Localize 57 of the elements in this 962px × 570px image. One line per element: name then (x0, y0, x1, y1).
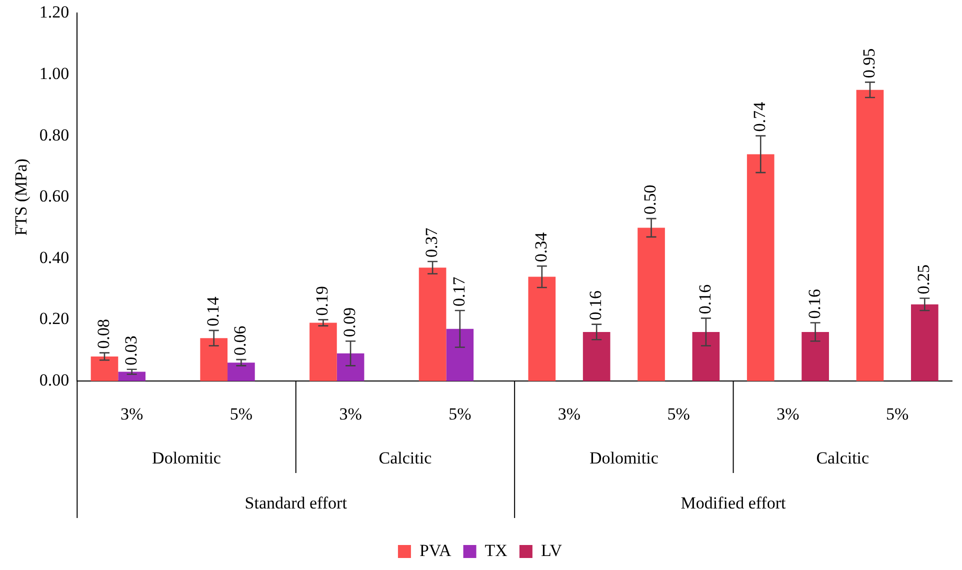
data-label: 0.37 (422, 227, 442, 258)
data-label: 0.19 (312, 286, 332, 316)
y-tick-label: 0.20 (39, 309, 70, 328)
y-tick-label: 1.20 (39, 2, 70, 22)
text: Dolomitic (152, 448, 222, 468)
bar (228, 362, 255, 381)
x-tick-label: 3% (120, 404, 144, 424)
x-tick-label: 3% (558, 404, 581, 424)
bar (582, 332, 610, 381)
y-axis-title: FTS (MPa) (12, 158, 31, 236)
bar (310, 322, 337, 381)
x-tick-label: 5% (448, 404, 472, 424)
data-label: 0.08 (94, 319, 113, 349)
x-tick-label: 3% (776, 404, 800, 424)
x-tick-label: 5% (886, 404, 909, 424)
data-label: 0.25 (914, 264, 934, 294)
data-label: 0.06 (230, 326, 250, 356)
legend-label: PVA (419, 540, 452, 560)
x-tick-label: 5% (667, 404, 690, 424)
data-label: 0.09 (340, 307, 360, 338)
x-tick-label: 5% (230, 404, 253, 424)
bar (336, 353, 364, 381)
text: Modified effort (680, 493, 786, 512)
data-label: 0.74 (750, 102, 770, 132)
bar (692, 332, 720, 381)
data-label: 0.14 (203, 296, 222, 326)
data-label: 0.95 (859, 48, 878, 78)
bar (638, 228, 665, 381)
data-label: 0.03 (121, 336, 140, 366)
text: Calcitic (378, 448, 432, 468)
bar (856, 90, 884, 381)
bar (90, 356, 118, 381)
y-tick-label: 0.60 (39, 186, 70, 206)
bar (528, 276, 556, 381)
y-tick-label: 0.40 (39, 248, 70, 267)
y-tick-label: 1.00 (39, 64, 70, 83)
data-label: 0.16 (586, 290, 606, 320)
bar (200, 338, 228, 381)
bar (802, 332, 829, 381)
y-tick-label: 0.80 (39, 125, 70, 144)
legend-label: TX (484, 540, 508, 560)
bar (418, 268, 446, 381)
bar (910, 304, 938, 381)
text: Standard effort (244, 493, 348, 512)
data-label: 0.16 (804, 289, 824, 319)
bar (118, 372, 146, 381)
text: Dolomitic (589, 448, 659, 468)
data-label: 0.50 (640, 184, 660, 215)
x-tick-label: 3% (339, 404, 362, 424)
data-label: 0.34 (531, 232, 550, 262)
data-label: 0.17 (449, 276, 468, 307)
data-label: 0.16 (695, 284, 714, 314)
bar (746, 154, 774, 381)
text: Calcitic (816, 448, 870, 468)
legend-label: LV (540, 540, 563, 560)
y-tick-label: 0.00 (39, 370, 70, 390)
bar (446, 328, 474, 381)
